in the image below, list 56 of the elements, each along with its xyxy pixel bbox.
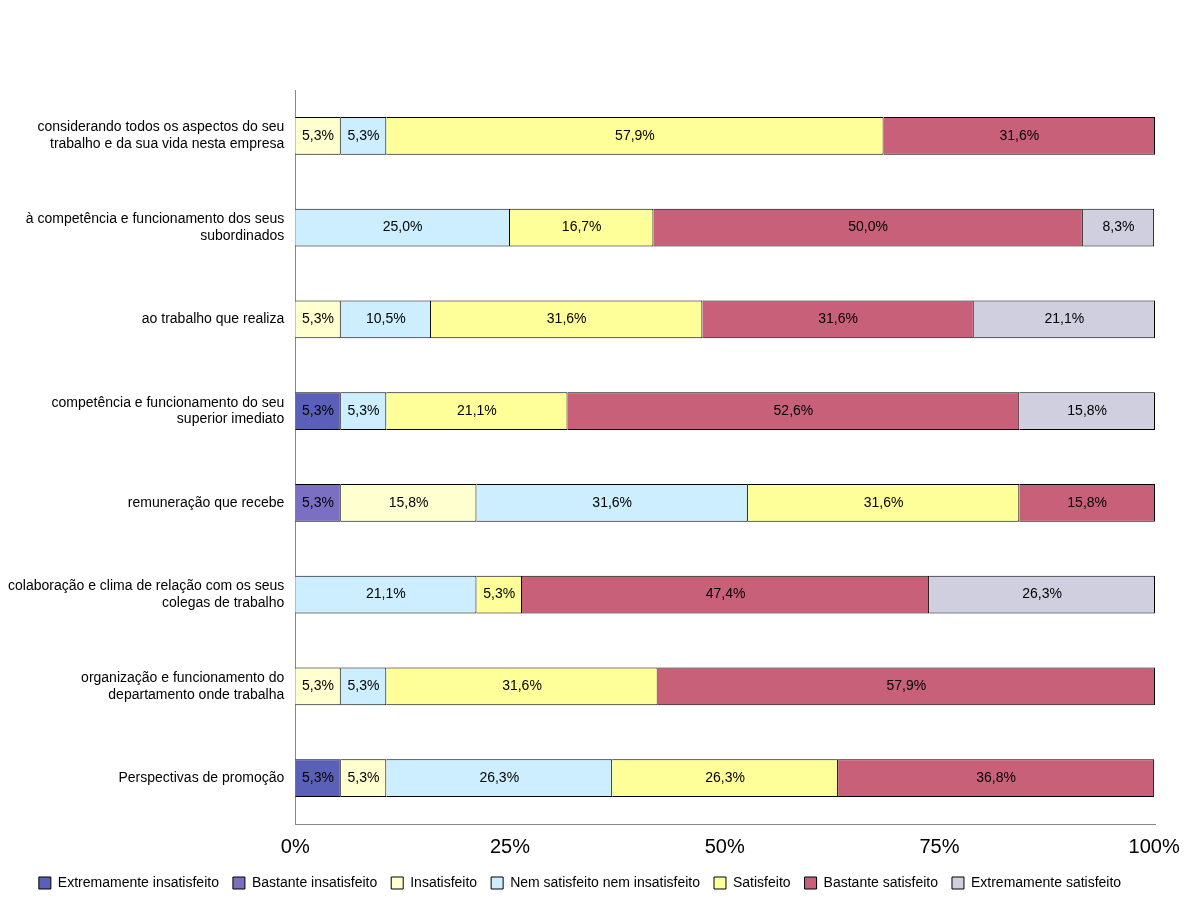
- legend-label: Extremamente satisfeito: [970, 873, 1122, 890]
- data-label: 5,3%: [302, 768, 334, 785]
- data-label: 5,3%: [302, 677, 334, 694]
- data-label: 5,3%: [302, 126, 334, 143]
- legend-label: Bastante satisfeito: [823, 873, 939, 890]
- legend-label: Satisfeito: [732, 873, 791, 890]
- data-label: 31,6%: [502, 677, 542, 694]
- data-label: 5,3%: [347, 768, 380, 785]
- data-label: 5,3%: [302, 401, 334, 418]
- data-label: 15,8%: [388, 493, 429, 510]
- data-label: 31,6%: [863, 493, 904, 510]
- data-label: 16,7%: [561, 218, 602, 235]
- x-tick-label: 50%: [704, 834, 745, 857]
- data-label: 50,0%: [848, 218, 888, 235]
- y-tick-label: considerando todos os aspectos do seu trabalho e da sua vida nesta empresa: [37, 118, 285, 152]
- data-label: 52,6%: [773, 401, 814, 418]
- x-tick-label: 25%: [489, 834, 531, 857]
- data-label: 5,3%: [483, 585, 516, 602]
- y-tick-label: remuneração que recebe: [127, 493, 285, 510]
- data-label: 57,9%: [615, 126, 655, 143]
- data-label: 8,3%: [1102, 218, 1135, 235]
- data-label: 5,3%: [302, 493, 334, 510]
- y-tick-label: competência e funcionamento do seu superior imediato: [51, 393, 285, 427]
- data-label: 5,3%: [347, 677, 380, 694]
- data-label: 5,3%: [347, 401, 380, 418]
- data-label: 5,3%: [347, 126, 380, 143]
- data-label: 10,5%: [366, 310, 406, 327]
- data-label: 21,1%: [1044, 310, 1085, 327]
- data-label: 5,3%: [302, 310, 334, 327]
- legend-label: Nem satisfeito nem insatisfeito: [510, 873, 701, 890]
- data-label: 15,8%: [1067, 493, 1107, 510]
- y-tick-label: colaboração e clima de relação com os seus colegas de trabalho: [7, 577, 285, 610]
- x-tick-label: 100%: [1128, 834, 1180, 857]
- data-label: 31,6%: [999, 126, 1040, 143]
- data-label: 31,6%: [546, 310, 587, 327]
- data-label: 57,9%: [886, 677, 927, 694]
- data-label: 26,3%: [479, 768, 520, 785]
- y-tick-label: Perspectivas de promoção: [118, 768, 285, 785]
- data-label: 31,6%: [818, 310, 858, 327]
- data-label: 26,3%: [1022, 585, 1062, 602]
- data-label: 25,0%: [382, 218, 423, 235]
- legend-label: Extremamente insatisfeito: [57, 873, 220, 890]
- legend-label: Bastante insatisfeito: [251, 873, 378, 890]
- x-tick-label: 0%: [280, 834, 310, 857]
- data-label: 26,3%: [705, 768, 745, 785]
- y-tick-label: organização e funcionamento do departamento onde trabalha: [81, 668, 285, 702]
- data-label: 15,8%: [1067, 401, 1107, 418]
- data-label: 47,4%: [705, 585, 746, 602]
- data-label: 36,8%: [976, 768, 1016, 785]
- x-tick-label: 75%: [919, 834, 960, 857]
- legend-label: Insatisfeito: [410, 873, 478, 890]
- y-tick-label: à competência e funcionamento dos seus subordinados: [25, 210, 285, 243]
- data-label: 31,6%: [592, 493, 633, 510]
- data-label: 21,1%: [366, 585, 406, 602]
- data-label: 21,1%: [457, 401, 497, 418]
- y-tick-label: ao trabalho que realiza: [141, 310, 285, 327]
